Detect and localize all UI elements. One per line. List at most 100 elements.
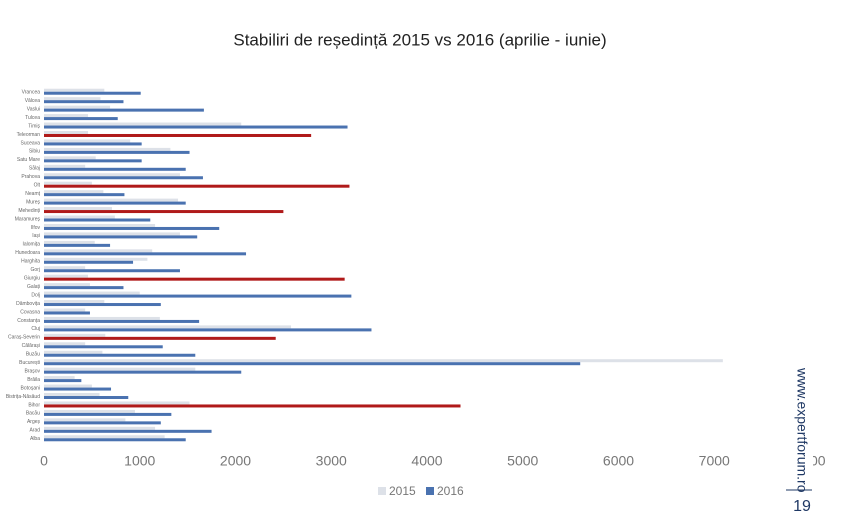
bar — [44, 226, 220, 230]
y-tick-label: Neamț — [25, 191, 40, 197]
bar — [44, 150, 190, 154]
bar — [44, 286, 124, 290]
x-tick-label: 7000 — [699, 453, 730, 469]
bar — [44, 122, 242, 126]
bar — [44, 384, 92, 388]
x-tick-label: 0 — [40, 453, 48, 469]
bar — [44, 184, 350, 188]
bar — [44, 393, 100, 397]
bar — [44, 88, 105, 92]
bar — [44, 300, 105, 304]
bar — [44, 387, 112, 391]
bar — [44, 319, 200, 323]
bar — [44, 201, 186, 205]
bar — [44, 249, 153, 253]
bar — [44, 167, 186, 171]
bar — [44, 438, 186, 442]
y-tick-label: Vrancea — [22, 90, 41, 96]
bar — [44, 277, 345, 281]
page-number: 19 — [793, 498, 811, 515]
bar — [44, 210, 284, 214]
y-tick-label: Tulcea — [25, 115, 40, 121]
y-tick-label: Suceava — [21, 140, 41, 146]
y-tick-label: Harghita — [21, 259, 40, 265]
y-tick-label: Olt — [34, 183, 41, 189]
bar — [44, 190, 104, 194]
bar — [44, 260, 134, 264]
bar — [44, 345, 163, 349]
bar — [44, 342, 86, 346]
y-tick-label: Dâmbovița — [16, 301, 40, 307]
bar — [44, 316, 160, 320]
bar — [44, 252, 247, 256]
bar — [44, 240, 95, 244]
bar — [44, 198, 179, 202]
bar — [44, 283, 90, 287]
bar — [44, 97, 101, 101]
bar — [44, 114, 89, 118]
y-tick-label: Galați — [27, 284, 40, 290]
y-tick-label: Bihor — [28, 402, 40, 408]
y-tick-label: Arad — [29, 428, 40, 434]
y-tick-label: Argeș — [27, 419, 41, 425]
bar — [44, 311, 90, 315]
y-tick-label: Mehedinți — [18, 208, 40, 214]
bar — [44, 333, 106, 337]
bar — [44, 291, 140, 295]
bar — [44, 91, 141, 95]
bar — [44, 139, 131, 143]
bar — [44, 376, 75, 380]
bar — [44, 176, 203, 180]
chart-title: Stabiliri de reședință 2015 vs 2016 (apr… — [233, 30, 606, 49]
y-tick-label: Prahova — [21, 174, 40, 180]
bar — [44, 100, 124, 104]
y-tick-label: Gorj — [31, 267, 40, 273]
bar — [44, 370, 242, 374]
bar — [44, 235, 198, 239]
bar — [44, 223, 156, 227]
y-tick-label: Sălaj — [29, 166, 40, 172]
x-tick-label: 4000 — [411, 453, 442, 469]
bar — [44, 274, 89, 278]
bar — [44, 181, 92, 185]
bar — [44, 353, 196, 357]
legend-swatch — [426, 487, 434, 495]
bar — [44, 325, 292, 329]
site-url: www.expertforum.ro — [794, 367, 810, 493]
bar — [44, 367, 196, 371]
y-tick-label: Satu Mare — [17, 157, 40, 163]
y-tick-label: Brașov — [24, 368, 40, 374]
bar — [44, 243, 111, 247]
y-tick-label: Cluj — [31, 326, 40, 332]
y-tick-label: Timiș — [28, 123, 40, 129]
bar — [44, 266, 86, 270]
y-tick-label: Bacău — [26, 411, 40, 417]
bar — [44, 359, 723, 363]
bar — [44, 105, 111, 109]
bar — [44, 232, 180, 236]
y-tick-label: Dolj — [31, 292, 40, 298]
bar — [44, 396, 129, 400]
bar — [44, 303, 161, 307]
y-tick-label: Giurgiu — [24, 276, 40, 282]
bar — [44, 350, 103, 354]
y-tick-label: Vaslui — [27, 106, 40, 112]
y-tick-label: Bistrița-Năsăud — [6, 394, 40, 400]
bar — [44, 257, 148, 261]
bar — [44, 147, 171, 151]
bar — [44, 412, 172, 416]
x-tick-label: 2000 — [220, 453, 251, 469]
bar — [44, 159, 142, 163]
y-tick-label: Caraș-Severin — [8, 335, 40, 341]
bar — [44, 193, 125, 197]
y-tick-label: Hunedoara — [15, 250, 40, 256]
bar — [44, 207, 112, 211]
bar — [44, 125, 348, 129]
legend-label: 2015 — [389, 484, 416, 498]
y-tick-label: Vâlcea — [25, 98, 41, 104]
bar — [44, 142, 142, 146]
y-tick-label: Sibiu — [29, 149, 40, 155]
bar — [44, 429, 212, 433]
y-tick-label: București — [19, 360, 40, 366]
x-tick-label: 1000 — [124, 453, 155, 469]
